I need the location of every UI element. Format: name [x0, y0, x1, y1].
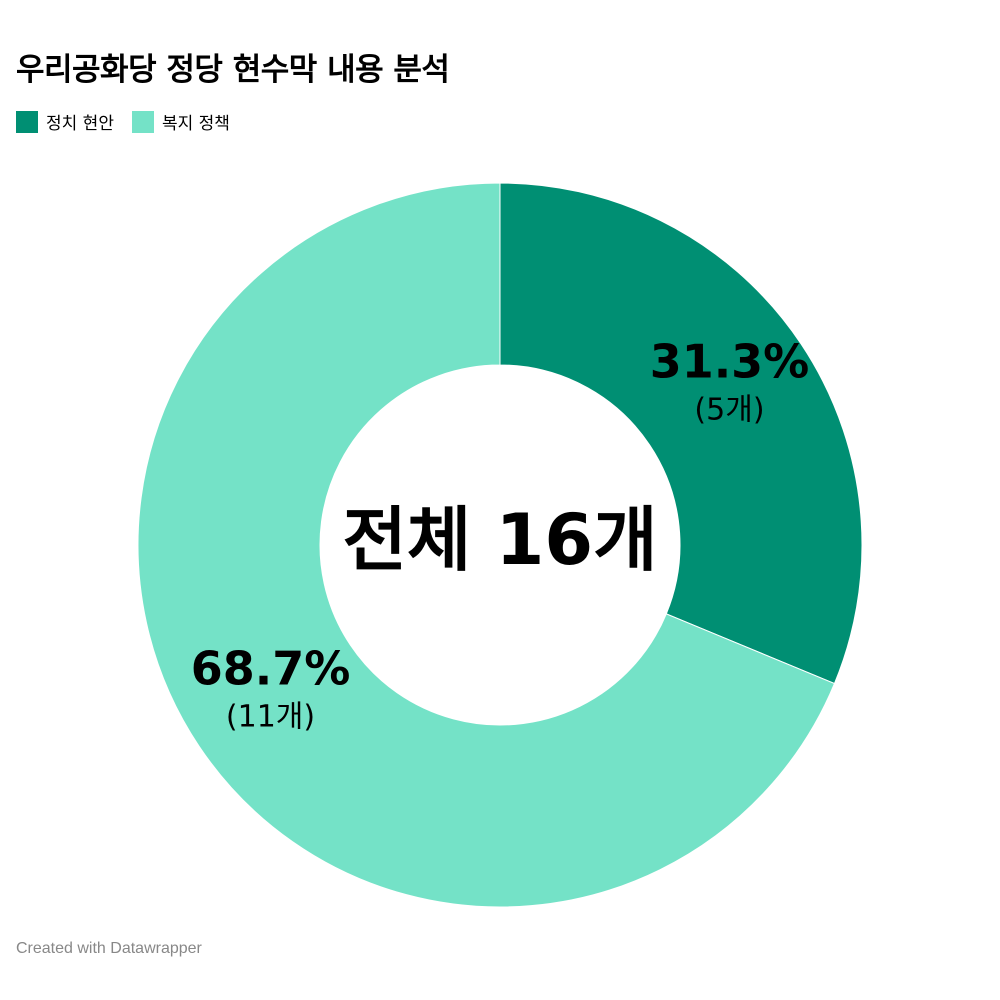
percent-label-welfare: 68.7%	[191, 641, 351, 695]
legend-label-welfare: 복지 정책	[161, 114, 230, 134]
chart-title: 우리공화당 정당 현수막 내용 분석	[16, 52, 450, 88]
center-label: 전체 16개	[343, 499, 658, 581]
legend: 정치 현안 복지 정책	[16, 109, 230, 134]
percent-label-politics: 31.3%	[650, 335, 810, 389]
count-label-politics: (5개)	[694, 393, 764, 428]
legend-swatch-politics	[16, 110, 38, 133]
slice-welfare	[137, 182, 836, 908]
count-label-welfare: (11개)	[226, 699, 315, 734]
slice-politics	[499, 182, 863, 685]
legend-swatch-welfare	[131, 110, 154, 133]
legend-item-politics: 정치 현안	[16, 109, 114, 134]
legend-item-welfare: 복지 정책	[131, 109, 230, 134]
legend-label-politics: 정치 현안	[46, 114, 114, 134]
footer-credit: Created with Datawrapper	[16, 940, 202, 957]
